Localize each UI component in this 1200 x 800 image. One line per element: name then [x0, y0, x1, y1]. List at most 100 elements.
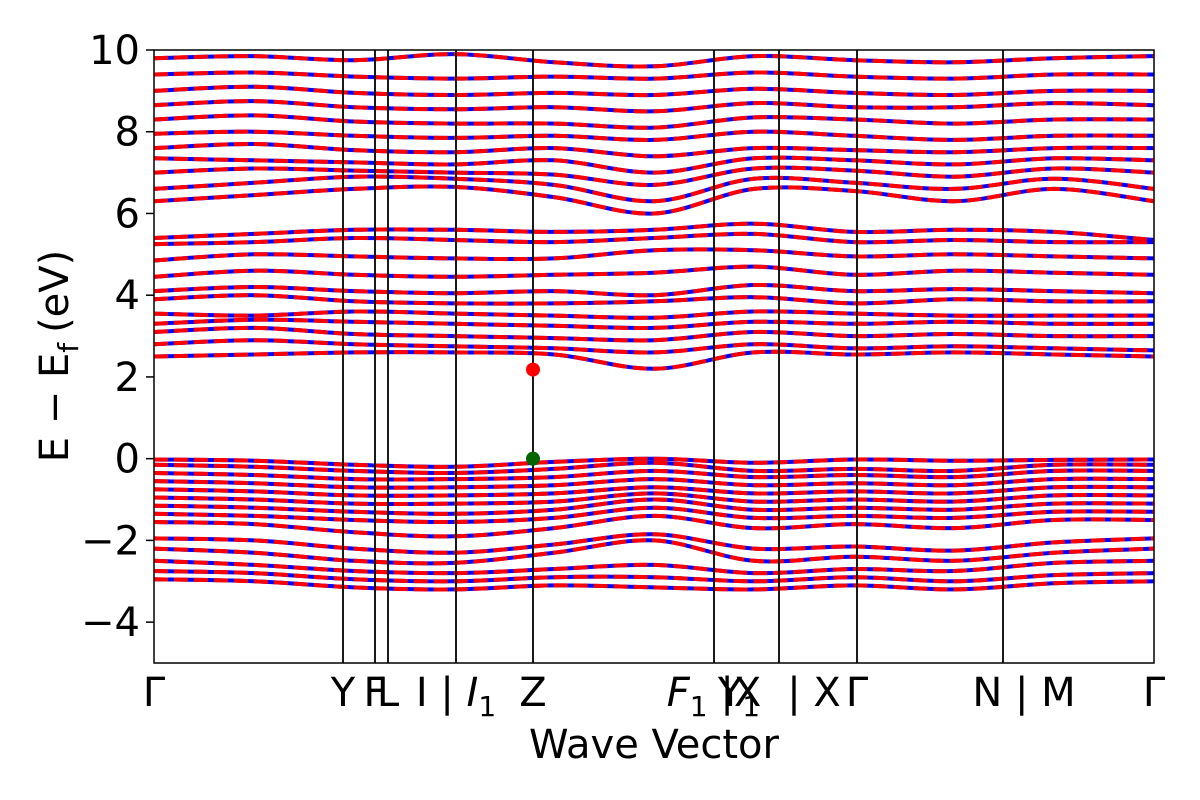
- band-23-spin-up: [154, 231, 1154, 247]
- band-20: [154, 282, 1154, 298]
- band-34: [154, 70, 1154, 81]
- plot-frame: [153, 49, 1155, 664]
- band-9-spin-up: [154, 484, 1154, 498]
- band-31: [154, 113, 1154, 130]
- y-tick-label-7: 10: [89, 28, 140, 74]
- band-30-spin-up: [154, 129, 1154, 142]
- band-24: [154, 221, 1154, 242]
- band-6-spin-up: [154, 505, 1154, 525]
- x-tick-label-3: L: [377, 670, 400, 716]
- kpath-lines: [342, 50, 1004, 663]
- band-10-spin-up: [154, 476, 1154, 490]
- y-tick-label-5: 6: [115, 191, 140, 237]
- y-axis-label-sub: f: [52, 342, 85, 353]
- x-tick-label-2: F: [363, 670, 386, 716]
- band-5: [154, 513, 1154, 539]
- band-32-spin-up: [154, 99, 1154, 114]
- x-tick-text: I |: [416, 670, 467, 716]
- y-axis-label-unit: (eV): [32, 250, 78, 333]
- x-tick-label-0: Γ: [143, 670, 166, 716]
- x-tick-text: F: [363, 670, 386, 716]
- band-0: [154, 577, 1154, 592]
- vbm-marker: [526, 451, 540, 466]
- x-tick-label-6: F1 |X: [667, 670, 761, 723]
- band-4: [154, 532, 1154, 555]
- band-19: [154, 293, 1154, 306]
- band-34-spin-up: [154, 70, 1154, 81]
- y-axis-label: E − Ef (eV): [32, 250, 85, 463]
- band-25: [154, 184, 1154, 216]
- x-tick-text: Γ: [1143, 670, 1166, 716]
- x-tick-sub: 1: [478, 690, 496, 723]
- band-12: [154, 460, 1154, 476]
- band-26: [154, 174, 1154, 204]
- x-tick-italic: I: [467, 670, 479, 716]
- band-30: [154, 129, 1154, 142]
- band-9: [154, 484, 1154, 498]
- band-8-spin-up: [154, 491, 1154, 507]
- band-6: [154, 505, 1154, 525]
- band-1: [154, 569, 1154, 584]
- band-29: [154, 141, 1154, 159]
- band-23: [154, 231, 1154, 247]
- band-21-spin-up: [154, 264, 1154, 279]
- x-tick-sub: 1: [690, 690, 708, 723]
- band-7-spin-up: [154, 497, 1154, 516]
- band-12-spin-up: [154, 460, 1154, 476]
- band-2: [154, 558, 1154, 576]
- band-35: [154, 52, 1154, 69]
- band-13: [154, 456, 1154, 469]
- band-10: [154, 476, 1154, 490]
- x-tick-text: Y: [330, 670, 356, 716]
- x-tick-text: | X: [787, 670, 841, 716]
- band-28: [154, 155, 1154, 175]
- band-22-spin-up: [154, 247, 1154, 263]
- band-27-spin-up: [154, 165, 1154, 187]
- band-14: [154, 349, 1154, 371]
- band-18-spin-up: [154, 309, 1154, 320]
- band-11-spin-up: [154, 468, 1154, 482]
- band-29-spin-up: [154, 141, 1154, 159]
- band-31-spin-up: [154, 113, 1154, 130]
- band-16: [154, 325, 1154, 343]
- y-tick-label-0: −4: [81, 600, 140, 646]
- x-tick-text: Γ: [143, 670, 166, 716]
- band-4-spin-up: [154, 532, 1154, 555]
- x-axis-label: Wave Vector: [529, 722, 780, 768]
- y-tick-label-1: −2: [81, 518, 140, 564]
- band-16-spin-up: [154, 325, 1154, 343]
- band-20-spin-up: [154, 282, 1154, 298]
- band-1-spin-up: [154, 569, 1154, 584]
- band-24-spin-up: [154, 221, 1154, 242]
- y-tick-label-4: 4: [115, 273, 140, 319]
- band-2-spin-up: [154, 558, 1154, 576]
- band-13-spin-up: [154, 456, 1154, 469]
- band-17: [154, 317, 1154, 331]
- band-35-spin-up: [154, 52, 1154, 69]
- band-extrema: [526, 362, 540, 466]
- band-7: [154, 497, 1154, 516]
- band-26-spin-up: [154, 174, 1154, 204]
- y-tick-label-6: 8: [115, 110, 140, 156]
- band-15-spin-up: [154, 338, 1154, 355]
- x-tick-label-11: Γ: [1143, 670, 1166, 716]
- x-tick-italic: F: [667, 670, 691, 716]
- band-33-spin-up: [154, 84, 1154, 98]
- band-33: [154, 84, 1154, 98]
- x-tick-suffix: |X: [708, 670, 762, 716]
- band-21: [154, 264, 1154, 279]
- band-25-spin-up: [154, 184, 1154, 216]
- x-tick-text: Z: [519, 670, 546, 716]
- x-tick-label-7: Y1: [717, 670, 760, 723]
- x-tick-text: Y: [717, 670, 743, 716]
- band-15: [154, 338, 1154, 355]
- band-18: [154, 309, 1154, 320]
- x-tick-label-4: I | I1: [416, 670, 496, 723]
- x-tick-label-9: Γ: [846, 670, 869, 716]
- band-8: [154, 491, 1154, 507]
- band-14-spin-up: [154, 349, 1154, 371]
- cbm-marker: [526, 362, 540, 377]
- x-tick-label-10: N | M: [972, 670, 1075, 716]
- x-tick-label-5: Z: [519, 670, 546, 716]
